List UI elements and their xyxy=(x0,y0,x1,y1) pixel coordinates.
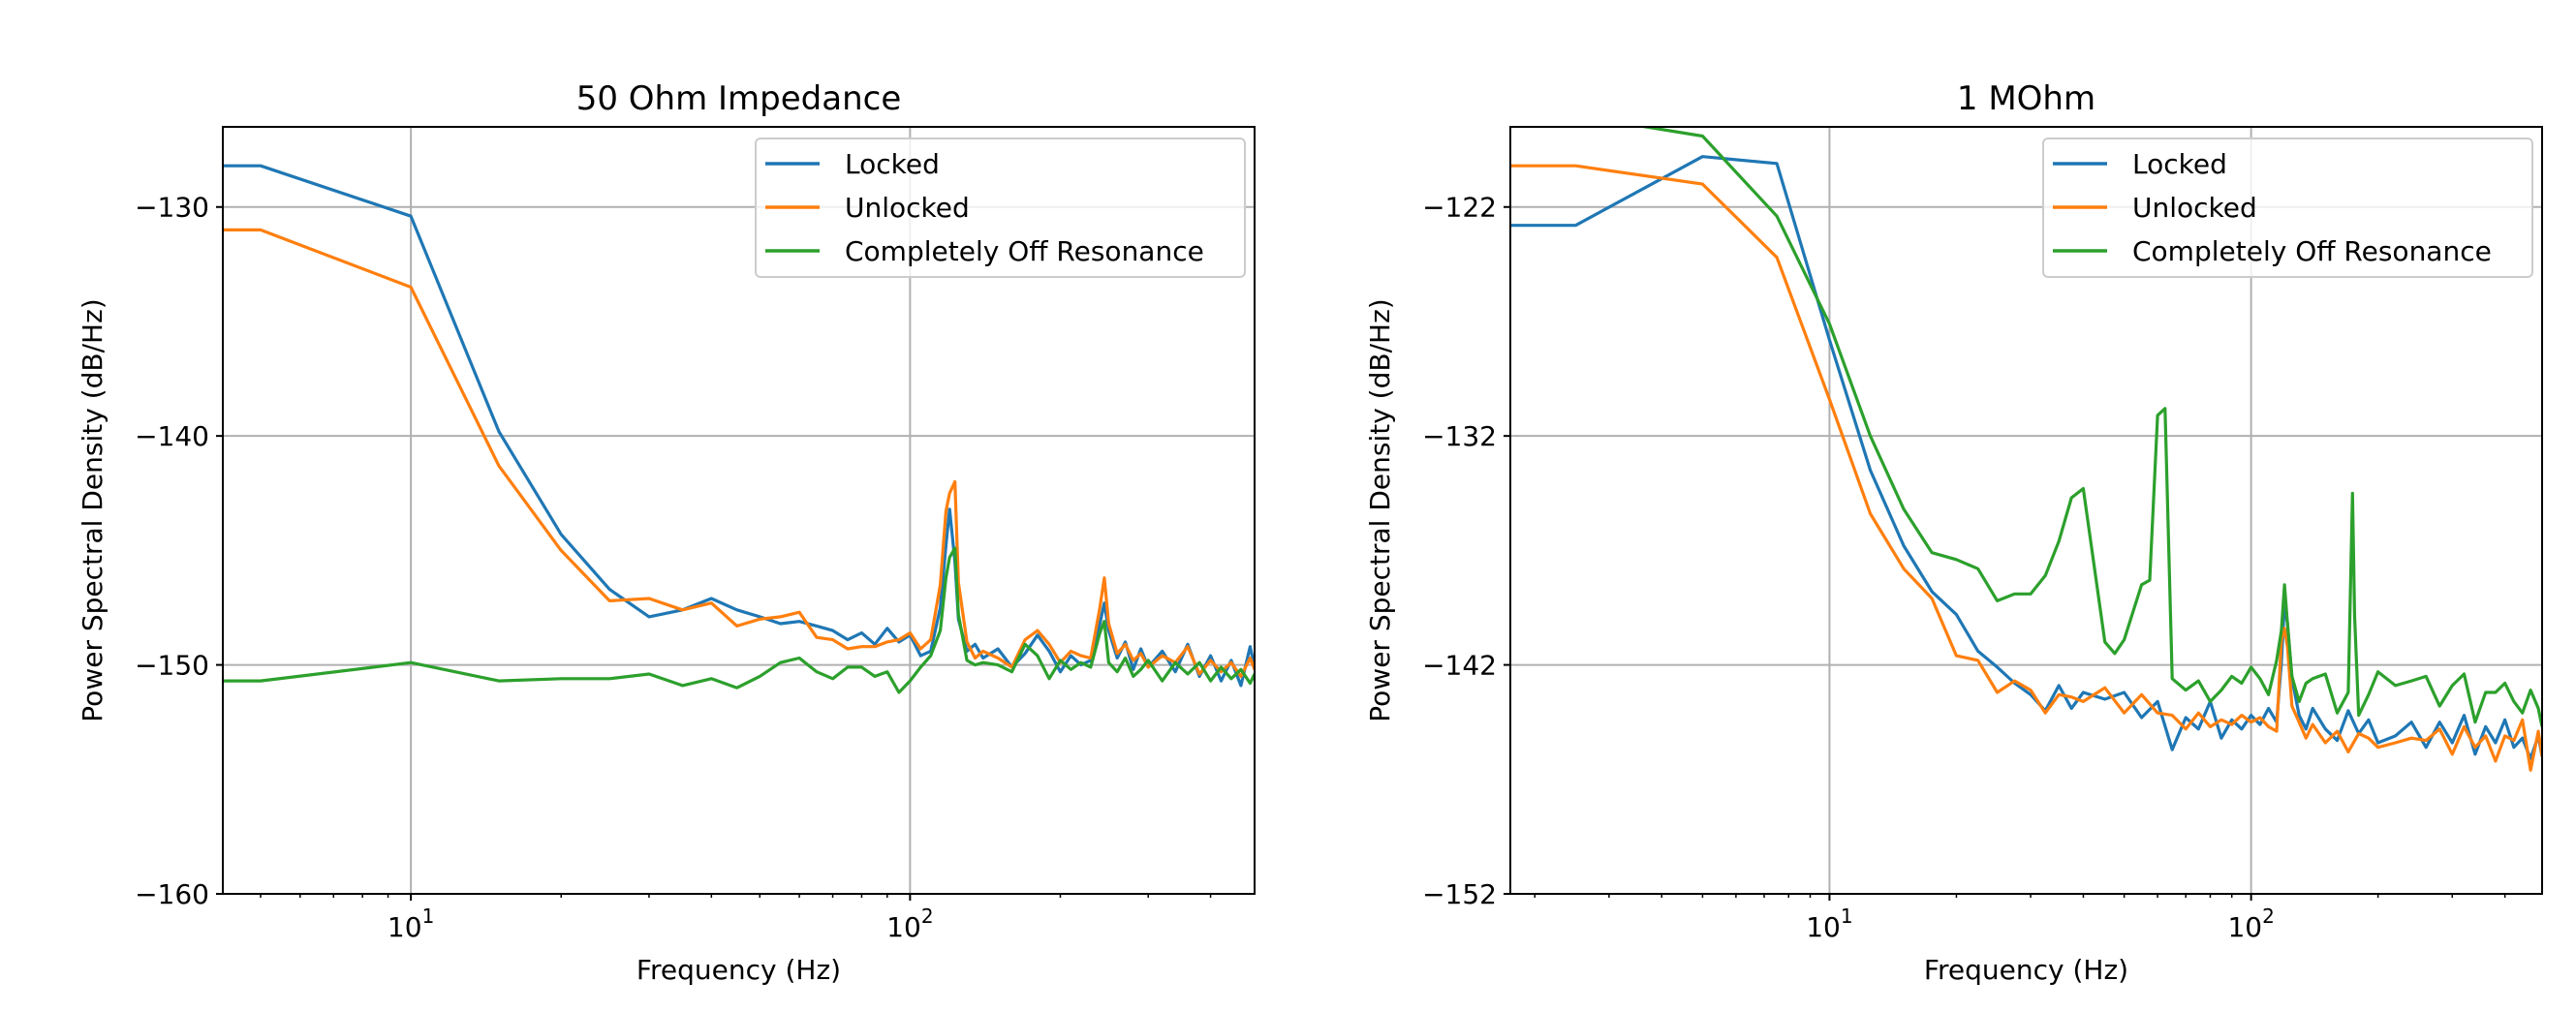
y-tick-label: −122 xyxy=(1422,192,1497,224)
legend-label-2: Unlocked xyxy=(2132,192,2257,224)
x-tick-label: 101 xyxy=(388,905,434,943)
tick-exponent: 2 xyxy=(921,905,934,928)
x-tick-label: 101 xyxy=(1806,905,1852,943)
legend-box xyxy=(755,138,1246,278)
series-line-1 xyxy=(1510,155,2542,761)
series-line-2 xyxy=(223,228,1255,678)
legend: Locked Unlocked Completely Off Resonance xyxy=(755,138,1246,278)
series-line-2 xyxy=(1510,164,2542,772)
y-tick-label: −140 xyxy=(135,420,209,452)
tick-exponent: 1 xyxy=(1841,905,1853,928)
x-tick-label: 102 xyxy=(2227,905,2274,943)
y-tick-label: −132 xyxy=(1422,420,1497,452)
series-line-3 xyxy=(1636,127,2542,727)
y-tick-label: −150 xyxy=(135,650,209,682)
y-tick-label: −142 xyxy=(1422,650,1497,682)
tick-exponent: 1 xyxy=(422,905,435,928)
legend-label-1: Locked xyxy=(845,148,940,180)
x-tick-label: 102 xyxy=(886,905,933,943)
chart-panel-1: 101 102 −130 −140 −150 −160 50 Ohm Impedance Fr… xyxy=(77,79,1256,986)
axes-frame xyxy=(222,126,1256,895)
axes-frame xyxy=(1509,126,2543,895)
chart-title: 50 Ohm Impedance xyxy=(576,79,902,118)
legend-label-2: Unlocked xyxy=(845,192,970,224)
y-tick-label: −130 xyxy=(135,192,209,224)
legend: Locked Unlocked Completely Off Resonance xyxy=(2042,138,2533,278)
legend-box xyxy=(2042,138,2533,278)
series-line-3 xyxy=(223,546,1255,694)
x-axis-label: Frequency (Hz) xyxy=(636,954,841,986)
y-axis-label: Power Spectral Density (dB/Hz) xyxy=(1364,298,1396,721)
tick-exponent: 2 xyxy=(2262,905,2275,928)
y-tick-label: −160 xyxy=(135,878,209,910)
x-axis-label: Frequency (Hz) xyxy=(1924,954,2128,986)
y-axis-label: Power Spectral Density (dB/Hz) xyxy=(77,298,109,721)
chart-panel-2: 101 102 −122 −132 −142 −152 1 MOhm Frequency (H… xyxy=(1364,79,2543,986)
legend-label-1: Locked xyxy=(2132,148,2227,180)
legend-label-3: Completely Off Resonance xyxy=(845,235,1204,267)
chart-title: 1 MOhm xyxy=(1957,79,2095,118)
y-tick-label: −152 xyxy=(1422,878,1497,910)
legend-label-3: Completely Off Resonance xyxy=(2132,235,2492,267)
